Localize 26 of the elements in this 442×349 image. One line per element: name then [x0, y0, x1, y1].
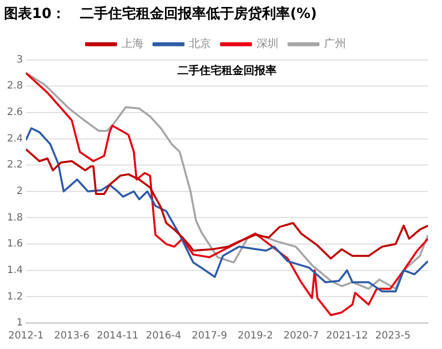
x-tick-label: 2017-9 [192, 330, 228, 342]
legend-label: 广州 [324, 37, 346, 50]
y-tick-label: 2.6 [6, 107, 23, 118]
y-tick-label: 1.8 [6, 212, 23, 224]
x-tick-label: 2012-1 [8, 330, 44, 342]
y-tick-label: 1.2 [6, 291, 23, 302]
y-tick-label: 1.6 [6, 238, 23, 250]
x-tick-label: 2019-2 [238, 330, 273, 342]
y-tick-label: 3 [16, 54, 23, 66]
y-tick-label: 2.4 [6, 133, 23, 144]
chart-subtitle: 二手住宅租金回报率 [177, 64, 276, 78]
y-tick-label: 2 [16, 186, 23, 197]
x-tick-label: 2013-6 [54, 330, 90, 342]
legend-label: 深圳 [256, 37, 278, 50]
y-tick-label: 1 [16, 318, 23, 329]
y-tick-label: 2.8 [6, 80, 23, 92]
chart-title: 图表10： 二手住宅租金回报率低于房贷利率(%) [4, 5, 317, 22]
x-tick-label: 2020-7 [283, 330, 319, 342]
y-tick-label: 2.2 [6, 160, 23, 171]
x-tick-label: 2021-12 [326, 330, 368, 342]
legend-label: 上海 [122, 37, 144, 50]
y-tick-label: 1.4 [6, 264, 23, 276]
x-tick-label: 2014-11 [96, 330, 139, 342]
legend-label: 北京 [189, 37, 211, 50]
x-tick-label: 2016-4 [146, 330, 182, 342]
x-tick-label: 2023-5 [375, 330, 411, 342]
